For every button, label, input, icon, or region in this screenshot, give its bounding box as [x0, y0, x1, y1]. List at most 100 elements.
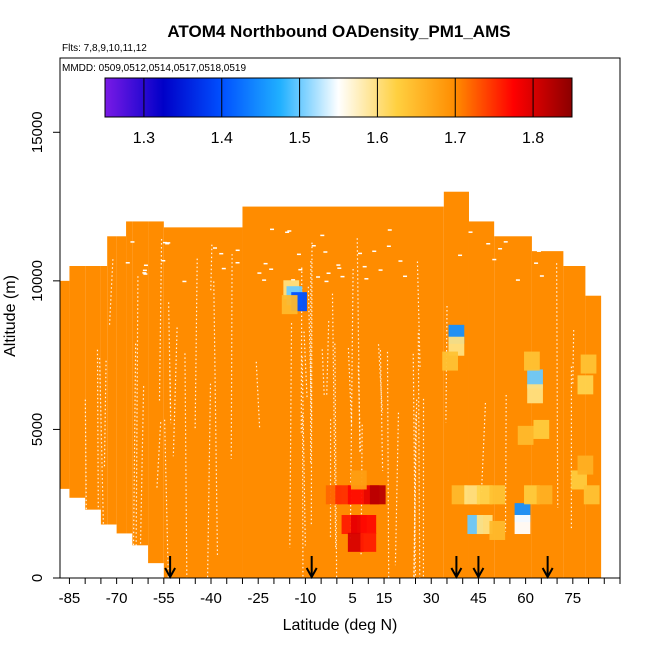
track-dash [362, 265, 367, 268]
anomaly-cell [360, 515, 377, 535]
arrow-head [450, 567, 463, 580]
x-tick-label: 30 [423, 590, 440, 607]
y-tick-label: 10000 [29, 260, 46, 302]
x-tick-label: -55 [153, 590, 175, 607]
anomaly-cell [347, 532, 364, 552]
anomaly-cell [527, 384, 543, 404]
track-dash [498, 248, 503, 250]
x-tick-label: -70 [106, 590, 128, 607]
track-dash [324, 280, 329, 283]
profile-streak [99, 358, 105, 528]
track-dash [337, 267, 342, 269]
profile-streak [168, 302, 172, 410]
anomaly-cell [517, 425, 534, 445]
anomaly-cell [281, 295, 298, 315]
arrow-head [164, 567, 176, 580]
x-tick-label: -40 [200, 590, 222, 607]
anomaly-cell [351, 470, 367, 490]
track-dash [287, 230, 292, 232]
track-dash [130, 241, 135, 243]
profile-marker-arrow [450, 556, 463, 580]
profile-streak [377, 344, 383, 413]
track-dash [142, 269, 147, 272]
anomaly-cell [347, 485, 364, 505]
anomaly-cells [281, 280, 600, 552]
coverage-block [69, 266, 86, 498]
profile-streak [331, 293, 337, 549]
coverage-block [100, 266, 108, 525]
profile-streak [326, 321, 330, 397]
x-axis: -85 -70 -55 -40 -25 -10 5 15 30 45 60 75 [59, 577, 621, 607]
profile-streak [310, 242, 313, 525]
track-dash [549, 247, 554, 250]
coverage-block [116, 236, 127, 534]
profile-streak [480, 403, 487, 492]
track-dash [358, 252, 363, 255]
coverage-block [585, 295, 602, 578]
anomaly-cell [335, 485, 352, 505]
track-dash [235, 249, 240, 252]
track-dash [320, 234, 325, 237]
profile-streak [394, 412, 400, 566]
profile-marker-arrow [305, 556, 318, 580]
track-dash [257, 272, 262, 274]
profile-streak [96, 349, 100, 577]
track-dash [125, 262, 130, 264]
profile-streak [412, 353, 417, 579]
arrow-head [472, 567, 485, 580]
profile-streak [445, 305, 448, 423]
track-dash [262, 279, 267, 281]
profile-markers [164, 556, 554, 580]
profile-streak [334, 343, 338, 579]
profile-marker-arrow [541, 556, 554, 580]
track-dash [323, 251, 328, 253]
coverage-fill [60, 191, 602, 579]
profile-streak [417, 333, 421, 579]
anomaly-cell [524, 485, 540, 505]
x-tick-label: 45 [470, 590, 487, 607]
x-tick-label: -10 [295, 590, 317, 607]
profile-streak [504, 394, 507, 532]
anomaly-cell [476, 515, 493, 535]
track-dash [458, 254, 463, 257]
track-dash [387, 229, 392, 231]
track-dash [143, 273, 148, 275]
anomaly-cell [571, 470, 587, 490]
x-tick-label: 75 [564, 590, 581, 607]
plot-area [59, 57, 621, 579]
anomaly-cell [580, 354, 597, 374]
track-dash [403, 275, 408, 278]
profile-streak [572, 330, 575, 385]
profile-streak [103, 360, 107, 467]
anomaly-cell [489, 485, 506, 505]
colorbar: 1.3 1.4 1.5 1.6 1.7 1.8 [104, 77, 573, 147]
coverage-block [163, 227, 243, 578]
profile-marker-arrow [472, 556, 485, 580]
colorbar-tick-label: 1.7 [444, 130, 466, 147]
coverage-block [443, 191, 469, 578]
x-tick-label: 15 [376, 590, 393, 607]
track-dash [336, 264, 341, 266]
track-dash [291, 279, 296, 281]
anomaly-cell [476, 485, 493, 505]
coverage-block [126, 221, 133, 534]
coverage-block [563, 266, 586, 578]
profile-streak [172, 327, 178, 457]
coverage-block [85, 266, 101, 510]
anomaly-cell [489, 520, 506, 540]
x-tick-label: -85 [59, 590, 81, 607]
anomaly-cell [464, 485, 480, 505]
anomaly-cell [451, 485, 468, 505]
profile-streak [556, 263, 559, 508]
profile-streak [413, 399, 418, 579]
track-dash [165, 242, 170, 245]
profile-streak [386, 351, 390, 579]
track-dash [213, 247, 218, 249]
track-dash [296, 253, 301, 256]
track-dash [386, 245, 391, 248]
profile-streak [347, 347, 353, 425]
y-axis-label: Altitude (m) [2, 275, 19, 357]
arrow-head [305, 567, 318, 580]
track-dash [378, 269, 383, 271]
